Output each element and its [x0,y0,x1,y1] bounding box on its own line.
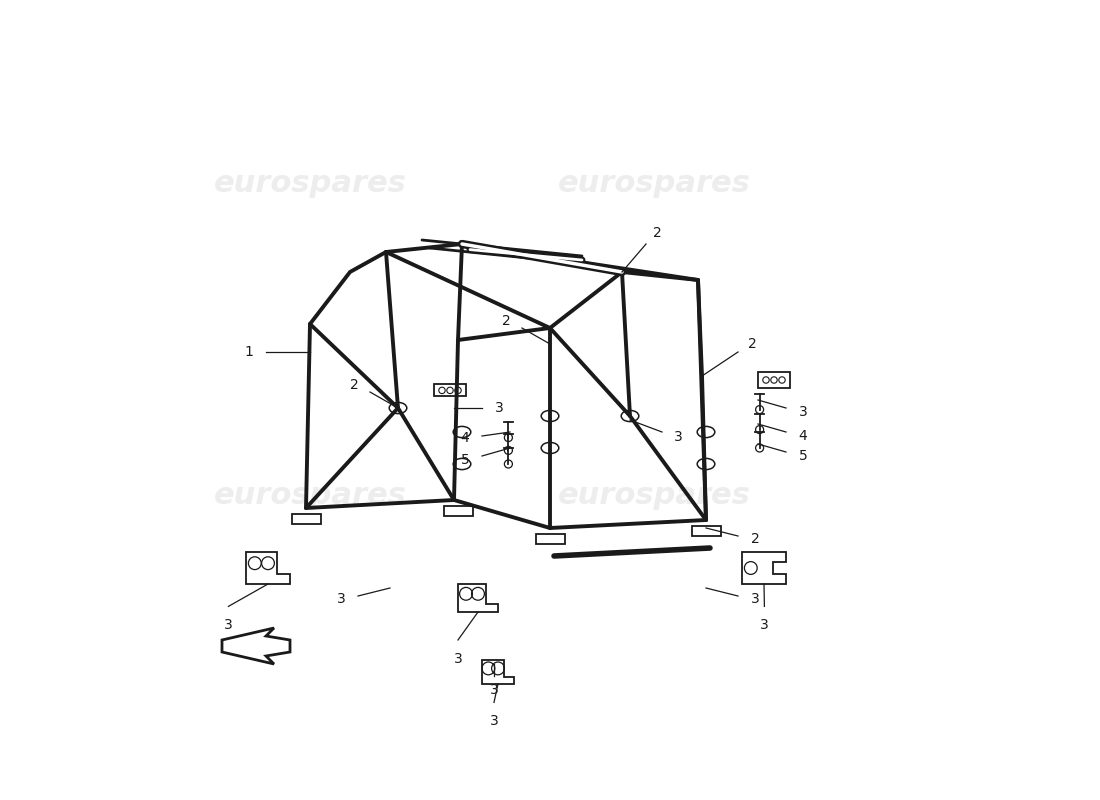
Text: 3: 3 [453,652,462,666]
Text: eurospares: eurospares [558,170,750,198]
Text: 2: 2 [748,337,757,351]
Text: 2: 2 [750,533,759,546]
Text: 3: 3 [490,683,498,698]
Text: 3: 3 [490,714,498,728]
Text: 4: 4 [460,431,469,445]
Text: 2: 2 [350,378,359,392]
Text: 3: 3 [799,405,807,419]
Text: 3: 3 [337,593,345,606]
Text: 1: 1 [244,345,253,359]
Text: eurospares: eurospares [558,482,750,510]
Text: eurospares: eurospares [213,170,406,198]
Text: 2: 2 [653,226,662,240]
Text: 3: 3 [760,618,769,632]
Text: 3: 3 [750,593,759,606]
Text: 3: 3 [224,618,233,632]
Text: 5: 5 [461,453,470,467]
Text: 2: 2 [503,314,512,328]
Text: 3: 3 [495,401,504,415]
Text: 3: 3 [674,430,683,444]
Text: 4: 4 [799,429,807,443]
Text: 5: 5 [799,449,807,463]
Text: eurospares: eurospares [213,482,406,510]
